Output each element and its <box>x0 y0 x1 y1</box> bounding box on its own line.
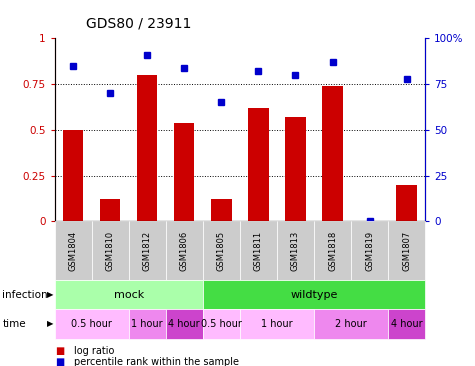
Text: ▶: ▶ <box>47 320 53 328</box>
Text: mock: mock <box>114 290 144 300</box>
Text: GSM1819: GSM1819 <box>365 231 374 271</box>
Text: ■: ■ <box>55 357 64 366</box>
Text: 0.5 hour: 0.5 hour <box>71 319 112 329</box>
Bar <box>248 108 268 221</box>
Text: GSM1807: GSM1807 <box>402 231 411 271</box>
Text: 0.5 hour: 0.5 hour <box>201 319 242 329</box>
Text: wildtype: wildtype <box>290 290 338 300</box>
Bar <box>174 123 194 221</box>
Bar <box>323 86 342 221</box>
Text: GSM1813: GSM1813 <box>291 231 300 271</box>
Text: time: time <box>2 319 26 329</box>
Text: 4 hour: 4 hour <box>391 319 422 329</box>
Text: GDS80 / 23911: GDS80 / 23911 <box>86 16 191 30</box>
Text: percentile rank within the sample: percentile rank within the sample <box>74 357 238 366</box>
Text: infection: infection <box>2 290 48 300</box>
Text: 4 hour: 4 hour <box>169 319 200 329</box>
Bar <box>397 185 417 221</box>
Text: 1 hour: 1 hour <box>261 319 293 329</box>
Bar <box>137 75 157 221</box>
Text: GSM1804: GSM1804 <box>69 231 77 271</box>
Bar <box>285 117 305 221</box>
Text: 2 hour: 2 hour <box>335 319 367 329</box>
Text: GSM1818: GSM1818 <box>328 231 337 271</box>
Text: GSM1811: GSM1811 <box>254 231 263 271</box>
Text: ▶: ▶ <box>47 290 53 299</box>
Text: GSM1806: GSM1806 <box>180 231 189 271</box>
Bar <box>100 199 120 221</box>
Text: GSM1810: GSM1810 <box>106 231 114 271</box>
Text: GSM1812: GSM1812 <box>143 231 152 271</box>
Text: ■: ■ <box>55 346 64 356</box>
Text: log ratio: log ratio <box>74 346 114 356</box>
Text: GSM1805: GSM1805 <box>217 231 226 271</box>
Text: 1 hour: 1 hour <box>132 319 163 329</box>
Bar <box>63 130 83 221</box>
Bar <box>211 199 231 221</box>
